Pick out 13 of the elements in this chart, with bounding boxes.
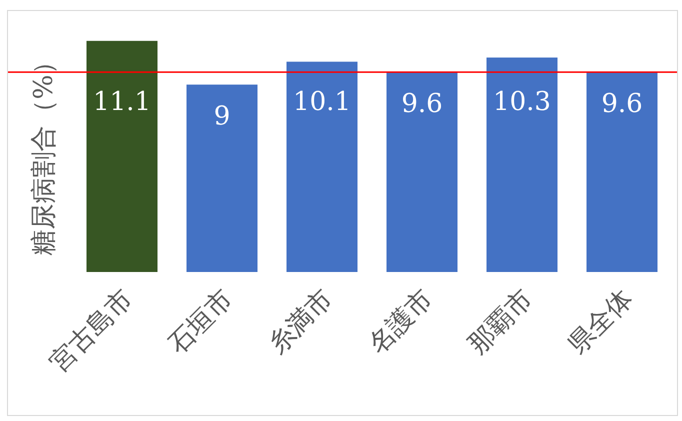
x-tick-label: 糸満市 xyxy=(262,284,339,360)
x-tick-label: 石垣市 xyxy=(162,284,239,360)
x-tick-label: 県全体 xyxy=(562,284,639,360)
x-tick-label: 名護市 xyxy=(362,284,439,360)
data-label: 10.3 xyxy=(493,87,551,118)
data-label: 9 xyxy=(214,102,230,132)
data-label: 10.1 xyxy=(293,87,351,118)
data-label: 11.1 xyxy=(93,87,151,118)
data-label: 9.6 xyxy=(401,89,443,120)
data-label: 9.6 xyxy=(601,89,643,120)
x-tick-label: 那覇市 xyxy=(462,284,539,360)
x-tick-label: 宮古島市 xyxy=(44,284,139,378)
y-axis-title: 糖尿病割合（%） xyxy=(29,48,59,256)
